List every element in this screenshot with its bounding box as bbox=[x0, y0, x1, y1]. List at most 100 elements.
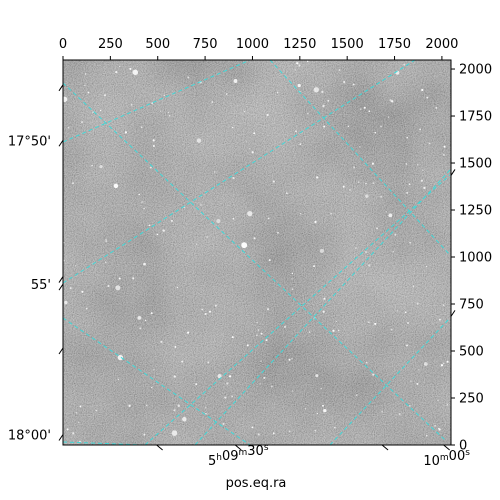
star bbox=[314, 220, 317, 224]
star bbox=[272, 180, 275, 183]
star bbox=[368, 321, 370, 324]
stars-layer bbox=[63, 60, 451, 443]
star bbox=[268, 259, 271, 262]
star bbox=[72, 432, 75, 435]
star bbox=[81, 290, 84, 293]
star bbox=[337, 329, 340, 332]
star bbox=[233, 79, 238, 83]
star bbox=[380, 125, 382, 128]
star bbox=[343, 80, 346, 84]
star bbox=[418, 369, 420, 371]
star bbox=[408, 183, 411, 186]
star bbox=[251, 426, 254, 429]
star bbox=[149, 166, 152, 169]
star bbox=[394, 233, 397, 236]
star bbox=[153, 368, 155, 371]
right-minor-tick-mark bbox=[450, 169, 456, 176]
star bbox=[63, 96, 68, 102]
star bbox=[266, 113, 269, 117]
star bbox=[421, 88, 424, 92]
star bbox=[124, 131, 128, 134]
star bbox=[151, 102, 153, 104]
star bbox=[442, 362, 445, 365]
right-tick-label: 1750 bbox=[459, 110, 492, 125]
star bbox=[352, 83, 355, 86]
star bbox=[132, 69, 139, 76]
star bbox=[270, 385, 273, 388]
star bbox=[205, 412, 207, 415]
star bbox=[253, 237, 256, 240]
star bbox=[381, 411, 383, 413]
star bbox=[232, 126, 234, 129]
star bbox=[291, 390, 294, 392]
star bbox=[170, 219, 173, 222]
star bbox=[103, 94, 106, 97]
star bbox=[425, 434, 428, 437]
star bbox=[313, 87, 319, 93]
star bbox=[360, 108, 362, 110]
star bbox=[246, 344, 249, 347]
star bbox=[322, 404, 324, 407]
star bbox=[308, 331, 311, 333]
star bbox=[84, 84, 86, 87]
bottom-tick-mark bbox=[443, 444, 450, 451]
star bbox=[365, 251, 368, 253]
left-tick-label: 17°50' bbox=[8, 134, 51, 149]
right-pixel-axis: 0 250 500 750 1000 1250 1500 1750 2000 bbox=[450, 63, 492, 454]
star bbox=[217, 374, 222, 379]
star bbox=[420, 179, 424, 182]
left-tick-mark bbox=[58, 283, 64, 291]
star bbox=[117, 378, 119, 380]
star bbox=[85, 307, 88, 310]
star bbox=[214, 304, 217, 307]
star bbox=[206, 236, 208, 238]
star bbox=[387, 116, 390, 118]
star bbox=[156, 233, 159, 236]
star bbox=[440, 364, 444, 367]
star bbox=[419, 128, 422, 131]
left-tick-mark bbox=[58, 434, 64, 441]
star bbox=[204, 312, 207, 316]
star bbox=[251, 151, 254, 154]
grid-line bbox=[144, 174, 451, 445]
star bbox=[392, 250, 395, 253]
left-dec-axis: 17°50' 55' 18°00' bbox=[8, 84, 64, 443]
star bbox=[214, 171, 216, 173]
star bbox=[374, 322, 377, 325]
star bbox=[443, 154, 445, 156]
star bbox=[307, 113, 309, 115]
star bbox=[168, 114, 171, 117]
top-tick-label: 1250 bbox=[283, 37, 316, 52]
star bbox=[167, 111, 170, 114]
star bbox=[313, 265, 315, 268]
star bbox=[257, 329, 260, 331]
star bbox=[338, 69, 341, 71]
star bbox=[140, 126, 143, 129]
star bbox=[306, 60, 309, 63]
star bbox=[211, 101, 214, 103]
star bbox=[74, 265, 77, 267]
star bbox=[151, 386, 153, 389]
star bbox=[95, 409, 97, 412]
star bbox=[163, 94, 165, 97]
coordinate-grid bbox=[63, 60, 451, 445]
right-tick-label: 1500 bbox=[459, 157, 492, 172]
star bbox=[333, 426, 336, 429]
star bbox=[416, 302, 419, 305]
star bbox=[299, 143, 302, 145]
star bbox=[174, 345, 177, 348]
star bbox=[288, 358, 291, 361]
star bbox=[358, 181, 360, 183]
sky-image bbox=[63, 60, 451, 445]
left-minor-tick-mark bbox=[58, 347, 64, 355]
star bbox=[222, 422, 225, 426]
star bbox=[434, 424, 437, 427]
left-tick-mark bbox=[58, 140, 64, 147]
star bbox=[291, 272, 294, 275]
right-tick-label: 250 bbox=[459, 392, 484, 407]
left-minor-tick-mark bbox=[58, 84, 64, 92]
star bbox=[365, 361, 368, 364]
star bbox=[342, 185, 345, 188]
star bbox=[426, 96, 429, 99]
sky-grain-layer bbox=[63, 60, 451, 445]
